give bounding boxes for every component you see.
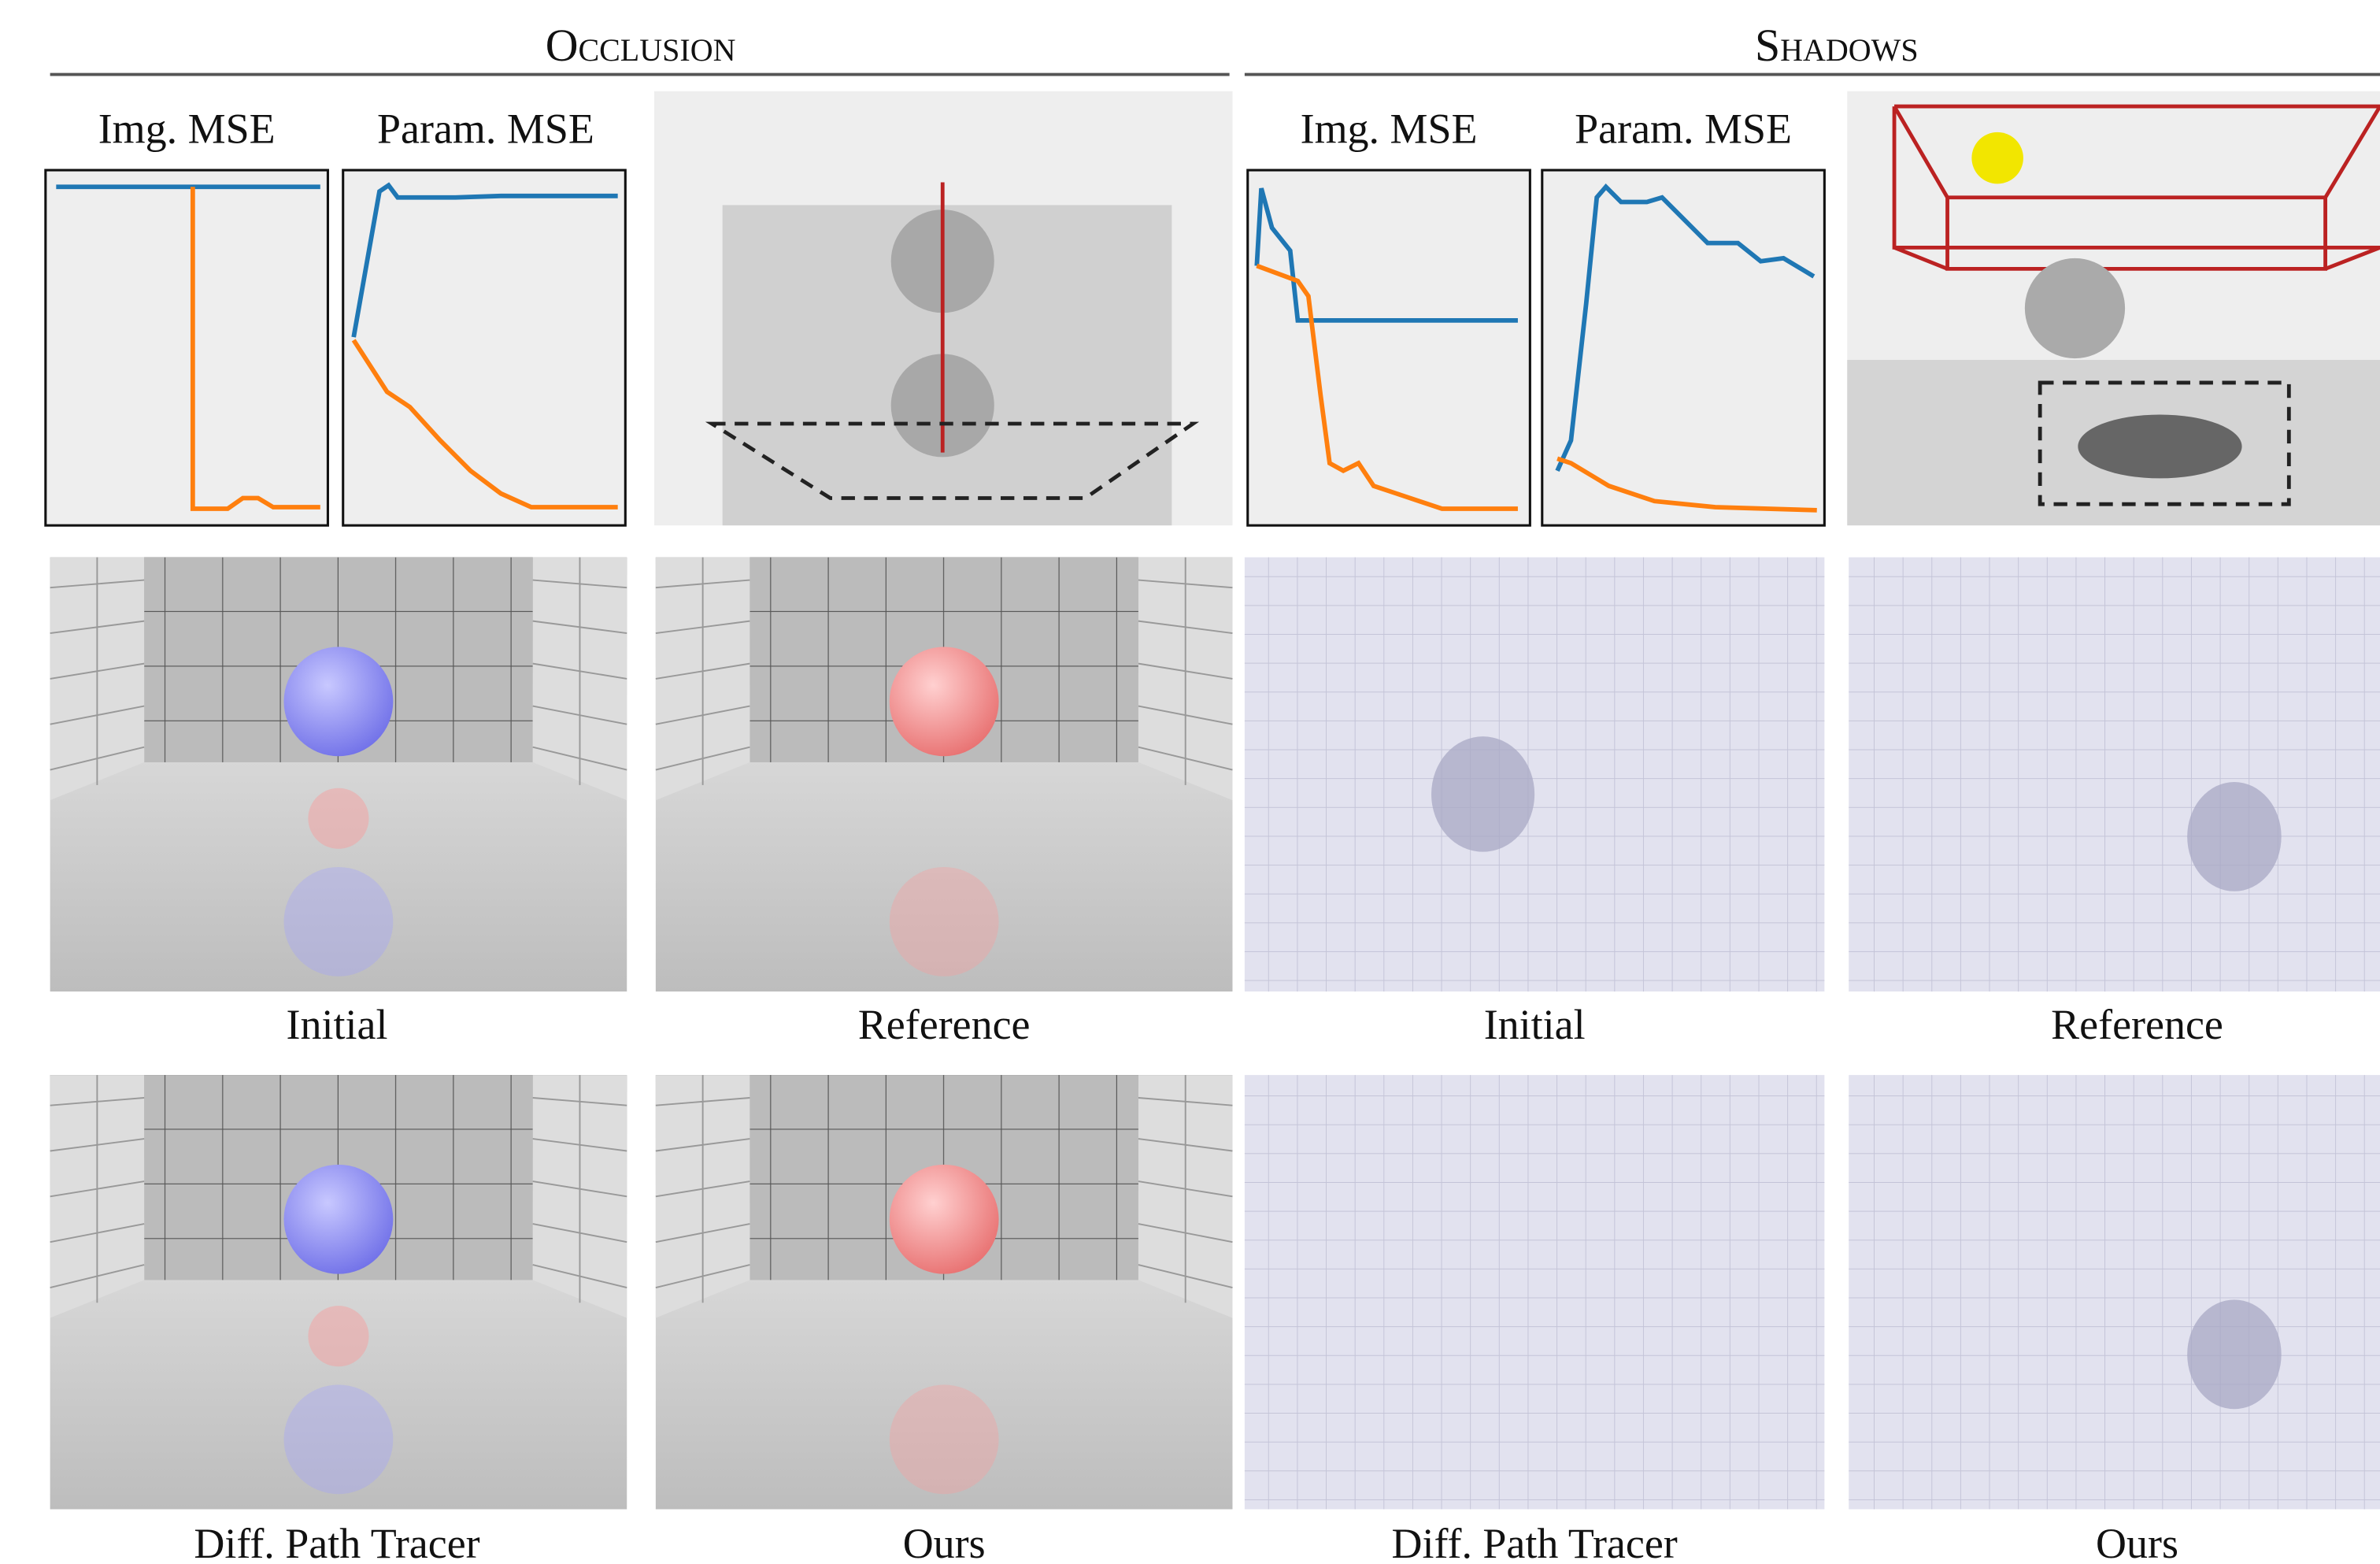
figure: Occlusion Shadows Img. MSE Param. MSE Im… xyxy=(0,0,2380,1564)
render xyxy=(656,1075,1233,1509)
plot-title: Img. MSE xyxy=(98,105,276,152)
render xyxy=(50,558,627,991)
plot-title: Img. MSE xyxy=(1301,105,1478,152)
render xyxy=(1849,558,2380,991)
caption: Initial xyxy=(1484,1001,1586,1048)
caption: Reference xyxy=(2051,1001,2223,1048)
render xyxy=(1245,1075,1824,1509)
render xyxy=(1849,1075,2380,1509)
caption: Initial xyxy=(287,1001,388,1048)
caption: Ours xyxy=(2096,1520,2178,1564)
caption: Ours xyxy=(903,1520,986,1564)
diagram xyxy=(654,91,1233,525)
caption: Diff. Path Tracer xyxy=(194,1520,479,1564)
diagram xyxy=(1847,91,2380,525)
render xyxy=(1245,558,1824,991)
render xyxy=(50,1075,627,1509)
section-title: Occlusion xyxy=(546,20,736,71)
loss-plot xyxy=(1542,170,1825,525)
plot-title: Param. MSE xyxy=(1575,105,1792,152)
caption: Diff. Path Tracer xyxy=(1392,1520,1678,1564)
loss-plot xyxy=(1248,170,1531,525)
caption: Reference xyxy=(858,1001,1031,1048)
loss-plot xyxy=(343,170,626,525)
render xyxy=(656,558,1233,991)
loss-plot xyxy=(46,170,328,525)
plot-title: Param. MSE xyxy=(377,105,594,152)
section-title: Shadows xyxy=(1755,20,1919,71)
